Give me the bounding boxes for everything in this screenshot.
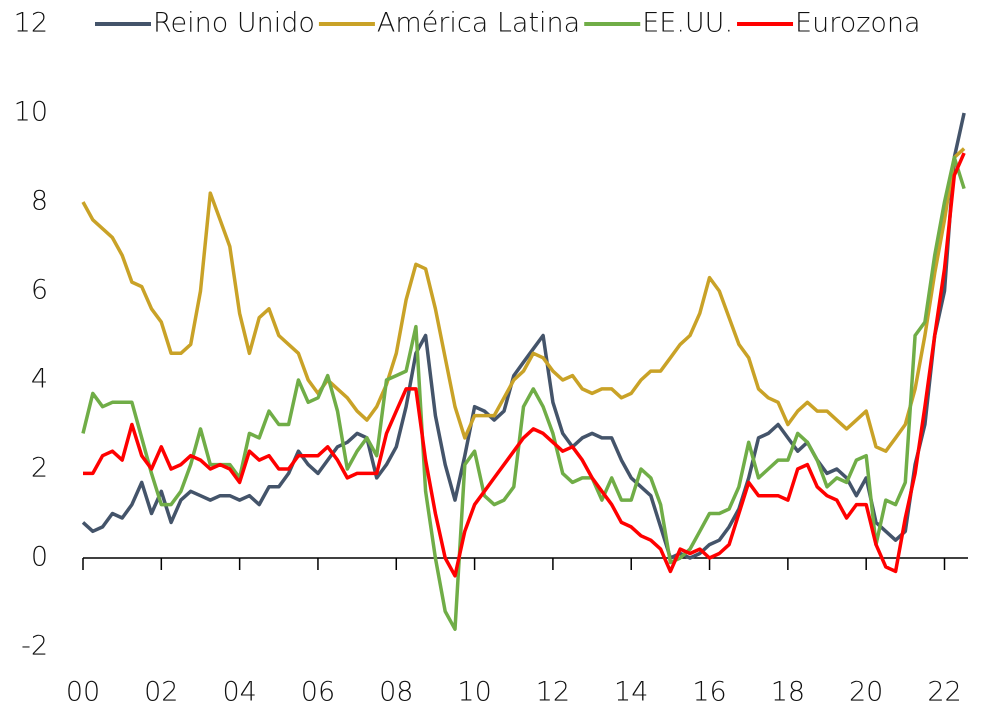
x-tick-label: 12 [536,677,570,708]
legend-label: Eurozona [795,8,921,39]
y-tick-label: 10 [14,97,48,128]
x-tick-label: 18 [771,677,805,708]
series-line [81,112,966,560]
x-tick-label: 00 [66,677,100,708]
x-tick-label: 16 [692,677,726,708]
y-tick-label: 6 [31,275,48,306]
y-tick-label: 8 [31,186,48,217]
y-tick-label: 0 [31,542,48,573]
series-line [81,147,966,453]
series-line [83,152,966,578]
x-tick-label: 10 [457,677,491,708]
y-tick-label: 12 [14,8,48,39]
x-tick-label: 04 [222,677,256,708]
legend-label: Reino Unido [153,8,315,39]
series-line [81,155,966,631]
legend-label: América Latina [377,8,580,39]
y-tick-label: -2 [21,631,48,662]
x-tick-label: 20 [849,677,883,708]
y-tick-label: 4 [31,364,48,395]
x-tick-label: 22 [927,677,961,708]
x-tick-label: 08 [379,677,413,708]
y-tick-label: 2 [31,453,48,484]
x-tick-label: 06 [301,677,335,708]
x-tick-label: 14 [614,677,648,708]
legend-label: EE.UU. [642,8,733,39]
x-tick-label: 02 [144,677,178,708]
